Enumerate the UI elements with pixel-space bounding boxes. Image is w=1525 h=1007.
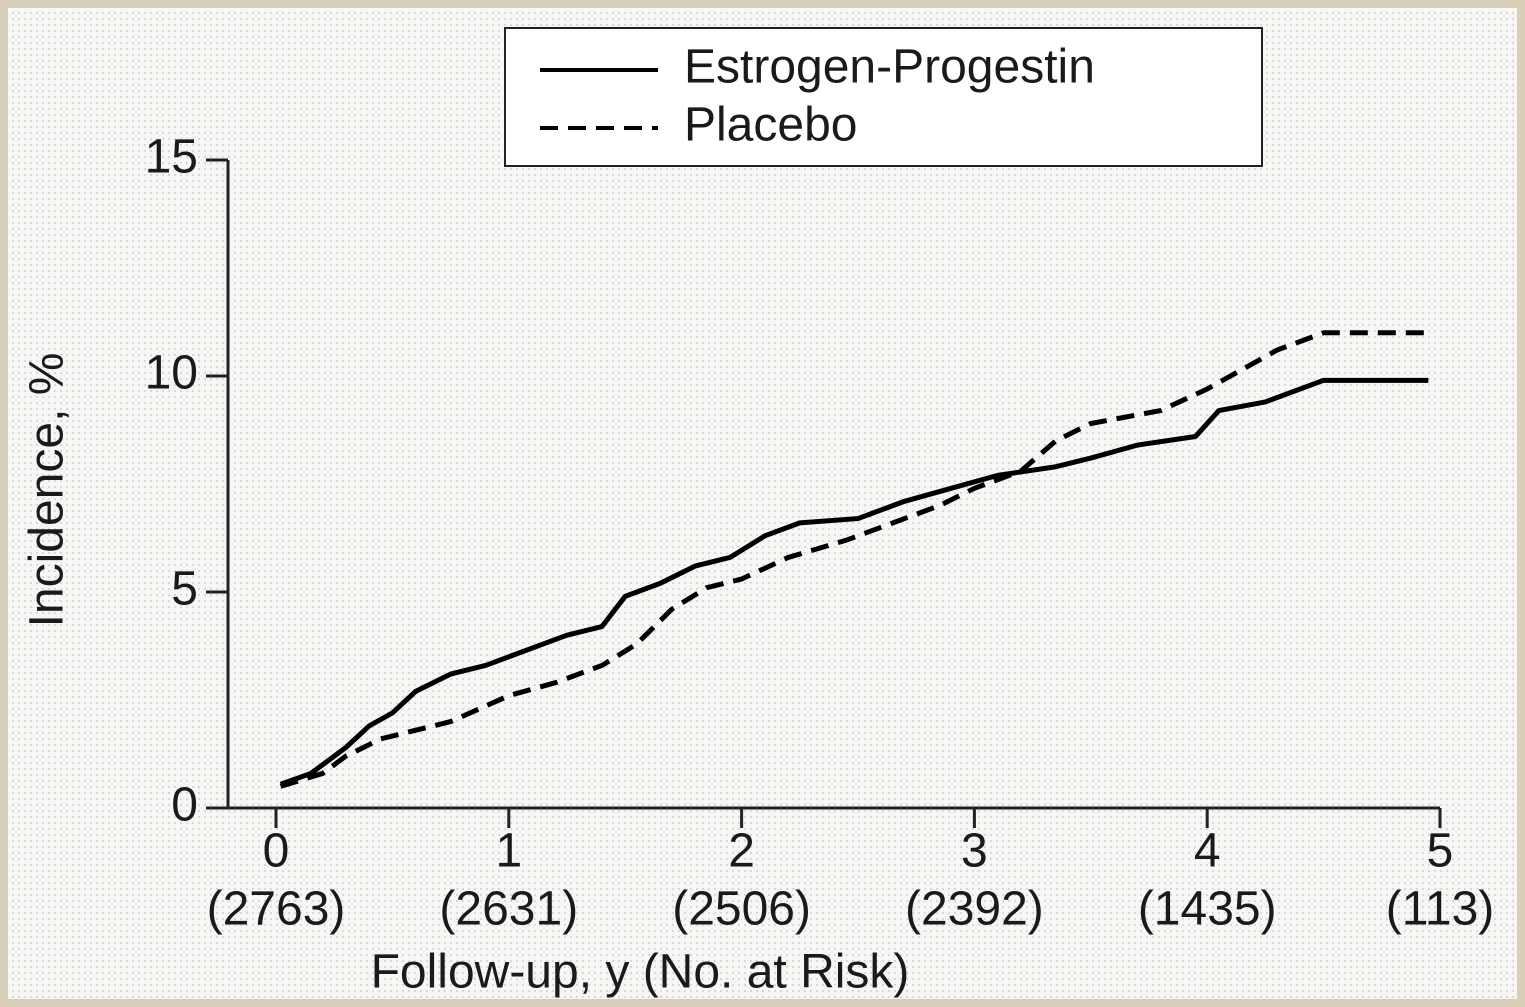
- y-axis-label: Incidence, %: [21, 353, 74, 628]
- at-risk-label: (1435): [1138, 883, 1277, 936]
- x-tick-label: 1: [495, 825, 522, 878]
- at-risk-label: (2631): [439, 883, 578, 936]
- x-tick-label: 4: [1194, 825, 1221, 878]
- legend-box: [504, 27, 1263, 167]
- at-risk-label: (2392): [905, 883, 1044, 936]
- y-tick-label: 15: [145, 131, 198, 184]
- at-risk-label: (2763): [207, 883, 346, 936]
- legend-label: Placebo: [684, 99, 857, 152]
- series-line: [279, 377, 1429, 787]
- legend-label: Estrogen-Progestin: [684, 41, 1095, 94]
- x-tick-label: 5: [1427, 825, 1454, 878]
- background: [8, 8, 1517, 999]
- y-tick-label: 0: [171, 779, 198, 832]
- y-tick-label: 5: [171, 563, 198, 616]
- x-tick-label: 0: [263, 825, 290, 878]
- x-axis-label: Follow-up, y (No. at Risk): [371, 946, 910, 999]
- series-line: [279, 330, 1429, 789]
- at-risk-label: (2506): [672, 883, 811, 936]
- x-tick-label: 3: [961, 825, 988, 878]
- x-tick-label: 2: [728, 825, 755, 878]
- y-tick-label: 10: [145, 347, 198, 400]
- at-risk-label: (113): [1386, 883, 1495, 936]
